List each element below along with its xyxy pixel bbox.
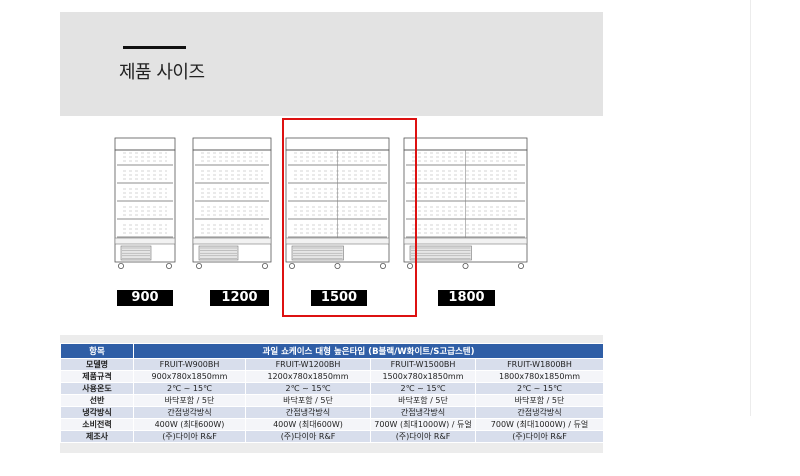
fridge-caster — [334, 262, 341, 269]
table-cell: 700W (최대1000W) / 듀얼 — [474, 418, 605, 431]
selected-size-highlight — [282, 118, 417, 317]
table-cell: 간접냉각방식 — [370, 406, 476, 419]
fridge-caster — [165, 262, 172, 269]
table-row: 모델명 FRUIT-W900BH FRUIT-W1200BH FRUIT-W1500B… — [60, 358, 605, 371]
row-label: 사용온도 — [60, 382, 134, 395]
fridge-body — [192, 149, 272, 263]
table-row: 제품규격 900x780x1850mm 1200x780x1850mm 1500x78… — [60, 370, 605, 383]
table-cell: 바닥포함 / 5단 — [133, 394, 246, 407]
fridge-illustrations — [114, 137, 528, 269]
table-row: 소비전력 400W (최대600W) 400W (최대600W) 700W (최대10… — [60, 418, 605, 431]
table-cell: 1200x780x1850mm — [245, 370, 371, 383]
fridge-caster — [462, 262, 469, 269]
table-cell: 바닥포함 / 5단 — [370, 394, 476, 407]
table-cell: FRUIT-W1200BH — [245, 358, 371, 371]
table-cell: 2℃ ~ 15℃ — [474, 382, 605, 395]
fridge-caster — [406, 262, 413, 269]
fridge-caster — [118, 262, 125, 269]
table-cell: (주)다이아 R&F — [474, 430, 605, 443]
page-title: 제품 사이즈 — [119, 62, 205, 83]
table-cell: (주)다이아 R&F — [370, 430, 476, 443]
fridge-canopy — [403, 137, 528, 151]
row-label: 소비전력 — [60, 418, 134, 431]
fridge-caster — [261, 262, 268, 269]
fridge-caster — [195, 262, 202, 269]
table-row: 제조사 (주)다이아 R&F (주)다이아 R&F (주)다이아 R&F (주)다이아 … — [60, 430, 605, 443]
row-label: 제품규격 — [60, 370, 134, 383]
size-label-1500[interactable]: 1500 — [311, 290, 367, 306]
table-cell: 간접냉각방식 — [133, 406, 246, 419]
section-header — [60, 12, 603, 116]
fridge-body — [114, 149, 176, 263]
table-cell: 1500x780x1850mm — [370, 370, 476, 383]
table-cell: (주)다이아 R&F — [133, 430, 246, 443]
table-cell: FRUIT-W1500BH — [370, 358, 476, 371]
fridge-canopy — [192, 137, 272, 151]
table-row: 냉각방식 간접냉각방식 간접냉각방식 간접냉각방식 간접냉각방식 — [60, 406, 605, 419]
size-label-900[interactable]: 900 — [117, 290, 173, 306]
size-label-1200[interactable]: 1200 — [210, 290, 269, 306]
table-cell: 바닥포함 / 5단 — [474, 394, 605, 407]
fridge-caster — [288, 262, 295, 269]
spec-table-container: 항목 과일 쇼케이스 대형 높은타입 (B블랙/W화이트/S고급스텐) 모델명 F… — [60, 335, 605, 453]
title-accent-bar — [123, 46, 186, 49]
table-cell: (주)다이아 R&F — [245, 430, 371, 443]
divider — [750, 0, 751, 416]
table-cell: 2℃ ~ 15℃ — [370, 382, 476, 395]
header-item: 항목 — [60, 343, 134, 359]
fridge-base — [403, 237, 528, 245]
fridge-caster — [379, 262, 386, 269]
table-row: 선반 바닥포함 / 5단 바닥포함 / 5단 바닥포함 / 5단 바닥포함 / 5단 — [60, 394, 605, 407]
table-cell: 2℃ ~ 15℃ — [245, 382, 371, 395]
fridge-base — [285, 237, 390, 245]
size-label-1800[interactable]: 1800 — [438, 290, 495, 306]
row-label: 선반 — [60, 394, 134, 407]
table-cell: 700W (최대1000W) / 듀얼 — [370, 418, 476, 431]
table-header-row: 항목 과일 쇼케이스 대형 높은타입 (B블랙/W화이트/S고급스텐) — [60, 343, 605, 359]
table-cell: 간접냉각방식 — [245, 406, 371, 419]
fridge-base — [192, 237, 272, 245]
table-cell: 1800x780x1850mm — [474, 370, 605, 383]
table-cell: 2℃ ~ 15℃ — [133, 382, 246, 395]
table-cell: FRUIT-W900BH — [133, 358, 246, 371]
row-label: 냉각방식 — [60, 406, 134, 419]
spec-table: 항목 과일 쇼케이스 대형 높은타입 (B블랙/W화이트/S고급스텐) 모델명 F… — [60, 343, 605, 443]
fridge-caster — [518, 262, 525, 269]
table-cell: 간접냉각방식 — [474, 406, 605, 419]
table-row: 사용온도 2℃ ~ 15℃ 2℃ ~ 15℃ 2℃ ~ 15℃ 2℃ ~ 15℃ — [60, 382, 605, 395]
row-label: 제조사 — [60, 430, 134, 443]
fridge-canopy — [114, 137, 176, 151]
table-cell: 900x780x1850mm — [133, 370, 246, 383]
row-label: 모델명 — [60, 358, 134, 371]
header-title: 과일 쇼케이스 대형 높은타입 (B블랙/W화이트/S고급스텐) — [132, 343, 605, 359]
table-cell: 바닥포함 / 5단 — [245, 394, 371, 407]
table-cell: 400W (최대600W) — [133, 418, 246, 431]
table-cell: 400W (최대600W) — [245, 418, 371, 431]
fridge-base — [114, 237, 176, 245]
table-cell: FRUIT-W1800BH — [474, 358, 605, 371]
